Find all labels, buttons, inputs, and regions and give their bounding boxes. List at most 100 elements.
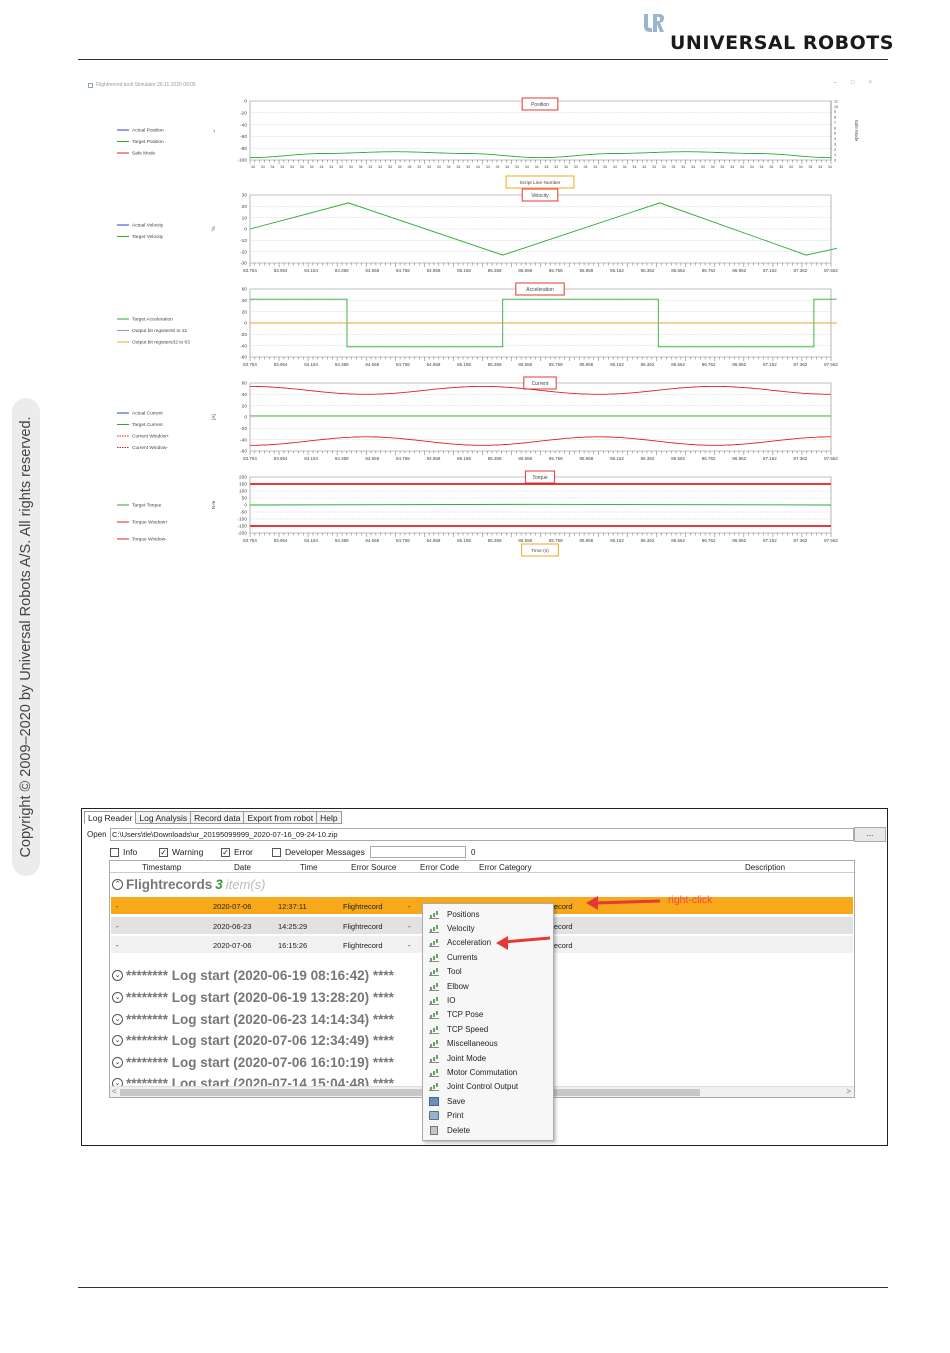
menu-item-currents[interactable]: Currents (423, 950, 553, 964)
scroll-right-icon[interactable]: > (846, 1087, 851, 1096)
open-path-field[interactable]: C:\Users\tle\Downloads\ur_20195099999_20… (110, 828, 854, 841)
maximize-button[interactable]: □ (850, 80, 855, 86)
series-line (250, 151, 831, 159)
legend-entry: Torque Window+ (132, 520, 168, 526)
menu-item-label: Delete (447, 1125, 471, 1135)
x-tick-label: 85.558 (518, 268, 532, 273)
scrollbar-thumb[interactable] (120, 1089, 700, 1096)
y-tick-label: 150 (239, 482, 247, 488)
warning-checkbox[interactable]: ✓ (159, 847, 168, 857)
x-tick-label: 85.758 (549, 362, 563, 367)
x-tick-label: 86.562 (671, 268, 685, 273)
log-group[interactable]: ⌄ ******** Log start (2020-06-19 13:28:2… (112, 990, 394, 1005)
cell-time: 12:37:11 (278, 902, 307, 911)
series-line (250, 436, 831, 446)
expand-icon[interactable]: ⌄ (112, 1057, 123, 1068)
col-time[interactable]: Time (300, 863, 318, 872)
expand-icon[interactable]: ⌄ (112, 1035, 123, 1046)
menu-item-velocity[interactable]: Velocity (423, 921, 553, 935)
chart-icon (429, 910, 439, 919)
x-tick-label: 34 (407, 165, 411, 169)
browse-button[interactable]: ... (854, 827, 886, 842)
menu-item-motor-commutation[interactable]: Motor Commutation (423, 1065, 553, 1079)
menu-item-positions[interactable]: Positions (423, 907, 553, 921)
x-tick-label: 84.958 (427, 538, 441, 543)
col-timestamp[interactable]: Timestamp (142, 863, 182, 872)
header-rule (78, 59, 888, 60)
flightrecords-group[interactable]: ⌃ Flightrecords 3 item(s) (112, 877, 266, 892)
close-button[interactable]: × (868, 80, 872, 86)
scroll-left-icon[interactable]: < (112, 1087, 117, 1096)
filter-info[interactable]: Info (110, 847, 137, 857)
chart-icon (429, 1068, 439, 1078)
menu-item-label: Print (447, 1111, 464, 1121)
right-tick-label: 9 (834, 110, 836, 114)
legend-entry: Target Torque (132, 503, 162, 509)
menu-item-tcp-speed[interactable]: TCP Speed (423, 1022, 553, 1036)
expand-icon[interactable]: ⌄ (112, 970, 123, 981)
search-input[interactable] (370, 846, 466, 858)
x-tick-label: 85.558 (518, 456, 532, 461)
expand-icon[interactable]: ⌄ (112, 1014, 123, 1025)
col-description[interactable]: Description (745, 863, 786, 872)
plot-title-box (524, 470, 556, 484)
menu-item-label: Miscellaneous (447, 1039, 498, 1049)
x-tick-label: 86.362 (641, 538, 655, 543)
menu-item-miscellaneous[interactable]: Miscellaneous (423, 1037, 553, 1051)
menu-item-label: TCP Speed (447, 1024, 489, 1034)
tab-record-data[interactable]: Record data (191, 811, 245, 824)
y-tick-label: 50 (242, 496, 248, 502)
menu-item-tcp-pose[interactable]: TCP Pose (423, 1008, 553, 1022)
x-tick-label: 34 (760, 165, 764, 169)
col-error-code[interactable]: Error Code (420, 863, 460, 872)
col-date[interactable]: Date (234, 863, 251, 872)
right-tick-label: 3 (834, 142, 836, 146)
developer-messages-checkbox[interactable] (272, 847, 281, 857)
x-tick-label: 34 (486, 165, 490, 169)
info-checkbox[interactable] (110, 847, 119, 857)
right-axis-label: Safe Mode (854, 120, 859, 142)
menu-item-label: Tool (447, 967, 462, 977)
x-tick-label: 34 (437, 165, 441, 169)
menu-item-io[interactable]: IO (423, 993, 553, 1007)
tab-log-analysis[interactable]: Log Analysis (136, 811, 192, 824)
log-group[interactable]: ⌄ ******** Log start (2020-07-06 12:34:4… (112, 1033, 394, 1048)
tab-help[interactable]: Help (317, 811, 342, 824)
x-tick-label: 86.762 (702, 362, 716, 367)
menu-item-acceleration[interactable]: Acceleration (423, 936, 553, 950)
log-group[interactable]: ⌄ ******** Log start (2020-06-19 08:16:4… (112, 968, 394, 983)
col-error-category[interactable]: Error Category (479, 863, 532, 872)
copyright-tab (12, 398, 40, 876)
collapse-icon[interactable]: ⌃ (112, 879, 123, 890)
y-tick-label: 20 (242, 309, 248, 315)
filter-error[interactable]: ✓ Error (221, 847, 253, 857)
menu-item-joint-control-output[interactable]: Joint Control Output (423, 1080, 553, 1094)
legend-entry: Actual Position (132, 128, 164, 134)
menu-item-joint-mode[interactable]: Joint Mode (423, 1051, 553, 1065)
x-tick-label: 85.358 (488, 268, 502, 273)
y-axis-unit: N·m (211, 501, 216, 510)
filter-warning[interactable]: ✓ Warning (159, 847, 203, 857)
minimize-button[interactable]: – (833, 80, 837, 86)
tab-log-reader[interactable]: Log Reader (84, 811, 137, 824)
expand-icon[interactable]: ⌄ (112, 992, 123, 1003)
x-tick-label: 34 (368, 165, 372, 169)
result-count: 0 (471, 848, 476, 857)
error-checkbox[interactable]: ✓ (221, 847, 230, 857)
col-error-source[interactable]: Error Source (351, 863, 397, 872)
menu-item-print[interactable]: Print (423, 1109, 553, 1123)
log-group[interactable]: ⌄ ******** Log start (2020-06-23 14:14:3… (112, 1012, 394, 1027)
chart-icon (429, 1010, 439, 1020)
menu-item-delete[interactable]: Delete (423, 1123, 553, 1137)
filter-developer-messages[interactable]: Developer Messages (272, 847, 365, 857)
x-tick-label: 87.162 (763, 456, 777, 461)
x-tick-label: 83.954 (274, 268, 288, 273)
menu-item-elbow[interactable]: Elbow (423, 979, 553, 993)
tab-export-from-robot[interactable]: Export from robot (244, 811, 318, 824)
x-tick-label: 86.962 (732, 362, 746, 367)
x-tick-label: 87.562 (824, 456, 838, 461)
menu-item-tool[interactable]: Tool (423, 965, 553, 979)
log-group[interactable]: ⌄ ******** Log start (2020-07-06 16:10:1… (112, 1055, 394, 1070)
menu-item-save[interactable]: Save (423, 1094, 553, 1108)
